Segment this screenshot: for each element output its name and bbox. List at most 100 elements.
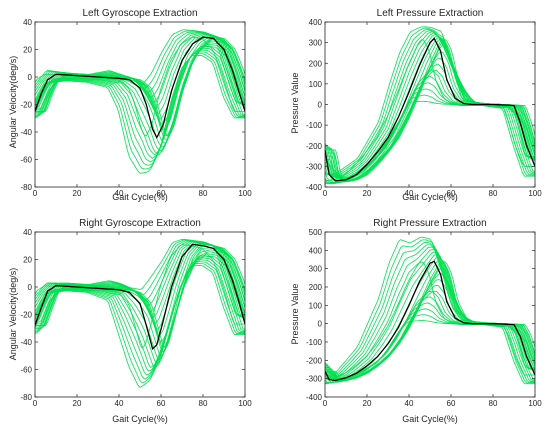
x-tick-label: 40 [115, 189, 124, 198]
y-tick-label: 0 [28, 73, 33, 82]
panel-right-gyroscope: Right Gyroscope Extraction 0 20 40 60 80 100 -… [8, 218, 252, 424]
x-axis-label: Gait Cycle(%) [112, 192, 168, 202]
x-tick-label: 0 [323, 399, 328, 408]
x-tick-label: 20 [73, 189, 82, 198]
x-tick-label: 80 [199, 189, 208, 198]
y-tick-label: 40 [23, 18, 32, 27]
chart-title: Right Pressure Extraction [373, 218, 486, 229]
y-tick-label: -300 [306, 162, 323, 171]
mean-line [325, 37, 535, 182]
trial-line [35, 262, 245, 384]
y-tick-label: -400 [306, 183, 323, 192]
x-tick-label: 20 [363, 189, 372, 198]
y-axis-label: Pressure Value [290, 73, 300, 134]
y-axis-label: Pressure Value [290, 284, 300, 345]
x-tick-label: 100 [238, 399, 252, 408]
trial-line [35, 44, 245, 152]
x-tick-label: 100 [528, 189, 542, 198]
y-tick-label: -400 [306, 393, 323, 402]
y-tick-label: -40 [20, 338, 32, 347]
y-tick-label: -200 [306, 356, 323, 365]
y-tick-label: 100 [309, 301, 323, 310]
x-axis-label: Gait Cycle(%) [402, 192, 458, 202]
y-tick-label: 20 [23, 46, 32, 55]
x-tick-label: 80 [489, 399, 498, 408]
chart-title: Right Gyroscope Extraction [79, 218, 201, 229]
mean-line [35, 243, 245, 351]
x-tick-label: 100 [528, 399, 542, 408]
y-tick-label: -100 [306, 338, 323, 347]
mean-line [35, 36, 245, 139]
plot-area: 0 20 40 60 80 100 -80 -60 -40 -20 0 20 40 [20, 18, 252, 198]
x-tick-label: 60 [157, 189, 166, 198]
trial-curves [35, 29, 245, 174]
trial-line [35, 255, 245, 369]
x-tick-label: 0 [33, 189, 38, 198]
y-tick-label: -100 [306, 121, 323, 130]
x-tick-label: 0 [323, 189, 328, 198]
trial-line [325, 290, 535, 383]
x-tick-label: 0 [33, 399, 38, 408]
x-tick-label: 20 [73, 399, 82, 408]
mean-line [325, 260, 535, 382]
trial-line [35, 251, 245, 361]
y-tick-label: 0 [318, 101, 323, 110]
trial-line [35, 45, 245, 156]
plot-area: 0 20 40 60 80 100 -80 -60 -40 -20 0 20 40 [20, 228, 252, 408]
panel-left-gyroscope: Left Gyroscope Extraction 0 20 40 60 80 100 -8… [8, 8, 252, 202]
y-tick-label: -60 [20, 156, 32, 165]
y-tick-label: -80 [20, 183, 32, 192]
panel-left-pressure: Left Pressure Extraction 0 20 40 60 80 100 -40… [290, 8, 542, 202]
y-tick-label: 400 [309, 18, 323, 27]
x-tick-label: 60 [447, 189, 456, 198]
y-tick-label: -60 [20, 366, 32, 375]
y-tick-label: 400 [309, 246, 323, 255]
y-tick-label: -40 [20, 128, 32, 137]
y-tick-label: 200 [309, 59, 323, 68]
plot-area: 0 20 40 60 80 100 -400 -300 -200 -100 0 100 200 300 40… [306, 18, 542, 198]
x-axis-label: Gait Cycle(%) [112, 414, 168, 424]
chart-title: Left Gyroscope Extraction [82, 8, 197, 19]
trial-line [35, 51, 245, 166]
x-tick-label: 80 [199, 399, 208, 408]
trial-curves [35, 238, 245, 388]
y-axis-label: Angular Velocity(deg/s) [8, 268, 18, 361]
y-axis-label: Angular Velocity(deg/s) [8, 56, 18, 149]
chart-title: Left Pressure Extraction [377, 8, 484, 19]
x-tick-label: 100 [238, 189, 252, 198]
x-tick-label: 20 [363, 399, 372, 408]
trial-line [35, 40, 245, 144]
trial-line [35, 54, 245, 174]
x-tick-label: 80 [489, 189, 498, 198]
y-tick-label: -20 [20, 311, 32, 320]
y-tick-label: -300 [306, 375, 323, 384]
trial-line [35, 53, 245, 170]
y-tick-label: 0 [318, 320, 323, 329]
trial-line [35, 47, 245, 159]
panel-right-pressure: Right Pressure Extraction 0 20 40 60 80 100 -4… [290, 218, 542, 424]
y-tick-label: -80 [20, 393, 32, 402]
y-tick-label: 20 [23, 256, 32, 265]
axes-box [324, 231, 536, 398]
y-tick-label: 40 [23, 228, 32, 237]
y-tick-label: 500 [309, 228, 323, 237]
y-tick-label: 0 [28, 283, 33, 292]
trial-line [325, 69, 535, 183]
y-tick-label: -20 [20, 101, 32, 110]
trial-line [35, 264, 245, 388]
y-tick-label: -200 [306, 142, 323, 151]
y-tick-label: 300 [309, 39, 323, 48]
y-tick-label: 300 [309, 265, 323, 274]
x-axis-label: Gait Cycle(%) [402, 414, 458, 424]
x-tick-label: 60 [447, 399, 456, 408]
y-tick-label: 200 [309, 283, 323, 292]
y-tick-label: 100 [309, 80, 323, 89]
trial-line [35, 42, 245, 148]
x-tick-label: 60 [157, 399, 166, 408]
x-tick-label: 40 [115, 399, 124, 408]
plot-area: 0 20 40 60 80 100 -400 -300 -200 -100 0 100 200 300 40… [306, 228, 542, 408]
x-tick-label: 40 [405, 189, 414, 198]
x-tick-label: 40 [405, 399, 414, 408]
